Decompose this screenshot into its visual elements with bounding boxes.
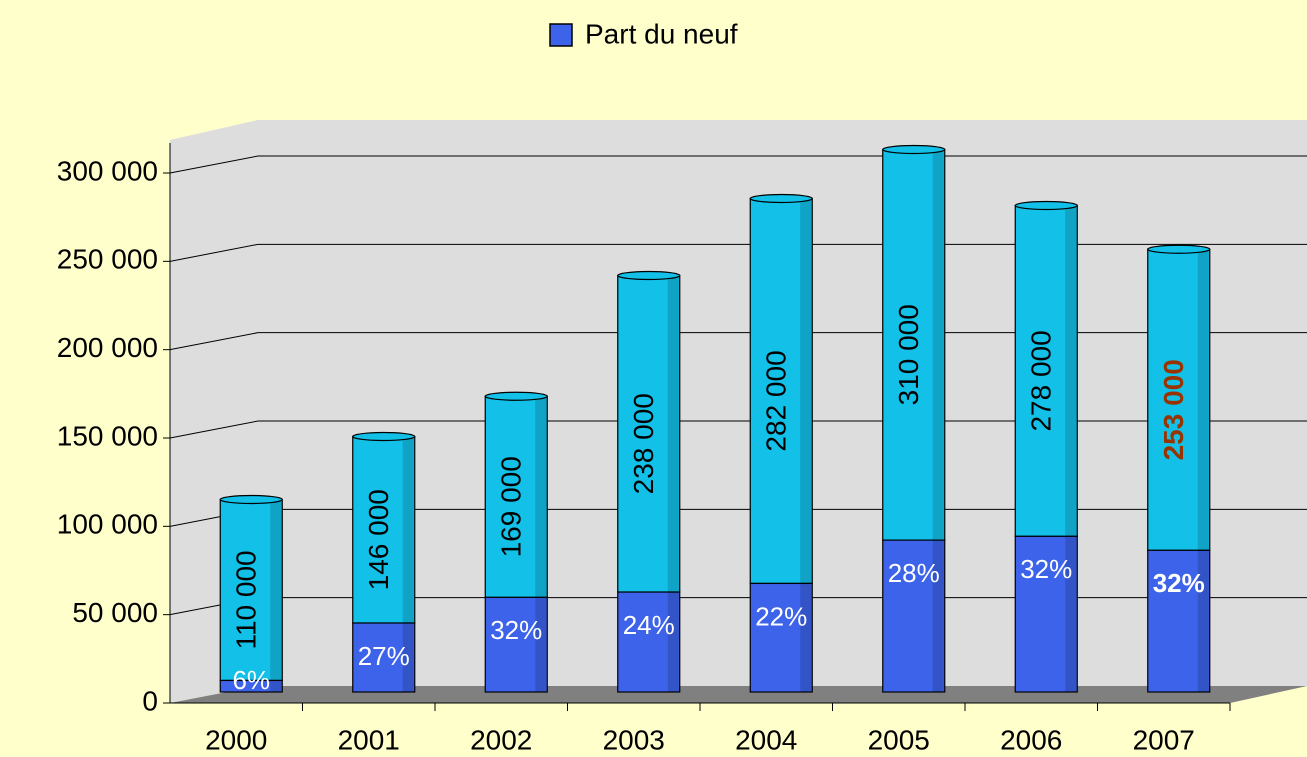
floor [170, 686, 1307, 703]
bar-top [1014, 200, 1078, 211]
bar-shade [800, 198, 812, 584]
share-label: 32% [1153, 568, 1205, 598]
y-tick-label: 50 000 [72, 597, 158, 628]
x-tick-label: 2001 [338, 724, 400, 755]
grid-line-side [169, 420, 259, 439]
bar-segment [1014, 204, 1078, 537]
total-label: 282 000 [761, 350, 792, 451]
bar-segment [484, 596, 548, 693]
share-label: 32% [490, 615, 542, 645]
legend-swatch [549, 23, 573, 47]
share-label: 24% [623, 610, 675, 640]
y-tick-label: 150 000 [57, 420, 158, 451]
bar-top [617, 270, 681, 281]
bar-segment [1014, 535, 1078, 693]
total-label: 110 000 [231, 550, 262, 649]
x-tick-label: 2004 [735, 724, 797, 755]
bar-shade [800, 583, 812, 692]
bar-top [749, 193, 813, 204]
grid-line-side [169, 243, 259, 262]
x-tick-label: 2007 [1133, 724, 1195, 755]
bar-shade [932, 149, 944, 541]
bar-segment [219, 498, 283, 682]
x-tick-label: 2005 [868, 724, 930, 755]
y-tick-label: 250 000 [57, 244, 158, 275]
bar-shade [270, 499, 282, 681]
y-tick-label: 0 [142, 685, 158, 716]
bar-segment [219, 679, 283, 693]
bar-shade [1197, 550, 1209, 692]
bar-shade [270, 680, 282, 692]
bar-top [219, 494, 283, 505]
share-label: 32% [1020, 554, 1072, 584]
share-label: 28% [888, 558, 940, 588]
bar-shade [932, 540, 944, 692]
x-tick-label: 2002 [470, 724, 532, 755]
bar-top [352, 431, 416, 442]
y-tick-label: 100 000 [57, 509, 158, 540]
bar-shade [1197, 249, 1209, 551]
bar-top [1147, 244, 1211, 254]
total-label: 146 000 [363, 489, 394, 590]
bar-shade [667, 275, 679, 593]
x-tick-label: 2003 [603, 724, 665, 755]
bar-segment [617, 591, 681, 693]
bar-shade [402, 623, 414, 692]
grid-line-side [169, 332, 259, 351]
bar-shade [402, 436, 414, 624]
bar-segment [1147, 248, 1211, 551]
bar-segment [352, 435, 416, 624]
bar-top [484, 391, 548, 401]
total-label: 253 000 [1158, 359, 1189, 460]
y-tick-label: 300 000 [57, 155, 158, 186]
bar-segment [1147, 549, 1211, 693]
total-label: 310 000 [893, 304, 924, 405]
bar-shade [1065, 205, 1077, 537]
total-label: 238 000 [628, 393, 659, 494]
bar-segment [617, 274, 681, 593]
total-label: 278 000 [1026, 330, 1057, 431]
bar-top [882, 144, 946, 155]
bar-shade [535, 396, 547, 598]
total-label: 169 000 [496, 456, 527, 557]
bar-shade [535, 597, 547, 692]
bar-segment [749, 197, 813, 585]
bar-shade [667, 592, 679, 692]
back-wall [170, 120, 1307, 703]
grid-line-side [169, 155, 259, 174]
x-tick-label: 2006 [1000, 724, 1062, 755]
share-label: 22% [755, 601, 807, 631]
bar-segment [352, 622, 416, 693]
share-label: 6% [232, 665, 270, 695]
y-tick-label: 200 000 [57, 332, 158, 363]
x-tick-label: 2000 [205, 724, 267, 755]
bar-segment [882, 539, 946, 693]
share-label: 27% [358, 641, 410, 671]
bar-segment [749, 582, 813, 693]
legend-label: Part du neuf [585, 18, 738, 49]
bar-shade [1065, 536, 1077, 692]
